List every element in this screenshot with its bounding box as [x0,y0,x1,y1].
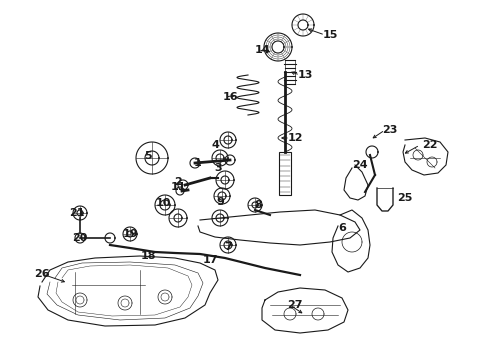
Text: 3: 3 [214,163,222,173]
Bar [279,152,290,195]
Text: 26: 26 [34,269,50,279]
Text: 21: 21 [69,208,84,218]
Text: 5: 5 [144,151,151,161]
Text: 25: 25 [397,193,412,203]
Text: 8: 8 [254,200,262,210]
Text: 4: 4 [211,140,219,150]
Text: 22: 22 [421,140,437,150]
Text: 15: 15 [322,30,337,40]
Text: 1: 1 [194,158,202,168]
Text: 23: 23 [382,125,397,135]
Text: 19: 19 [122,229,138,239]
Text: 17: 17 [202,255,217,265]
Text: 14: 14 [254,45,269,55]
Text: 16: 16 [222,92,237,102]
Text: 10: 10 [155,198,170,208]
Text: 9: 9 [216,197,224,207]
Text: 12: 12 [286,133,302,143]
Text: 20: 20 [72,233,87,243]
Text: 6: 6 [337,223,345,233]
Text: 13: 13 [297,70,312,80]
Text: 27: 27 [286,300,302,310]
Text: 11: 11 [170,182,185,192]
Text: 18: 18 [140,251,156,261]
Text: 7: 7 [224,242,231,252]
Text: 2: 2 [174,177,182,187]
Text: 24: 24 [351,160,367,170]
